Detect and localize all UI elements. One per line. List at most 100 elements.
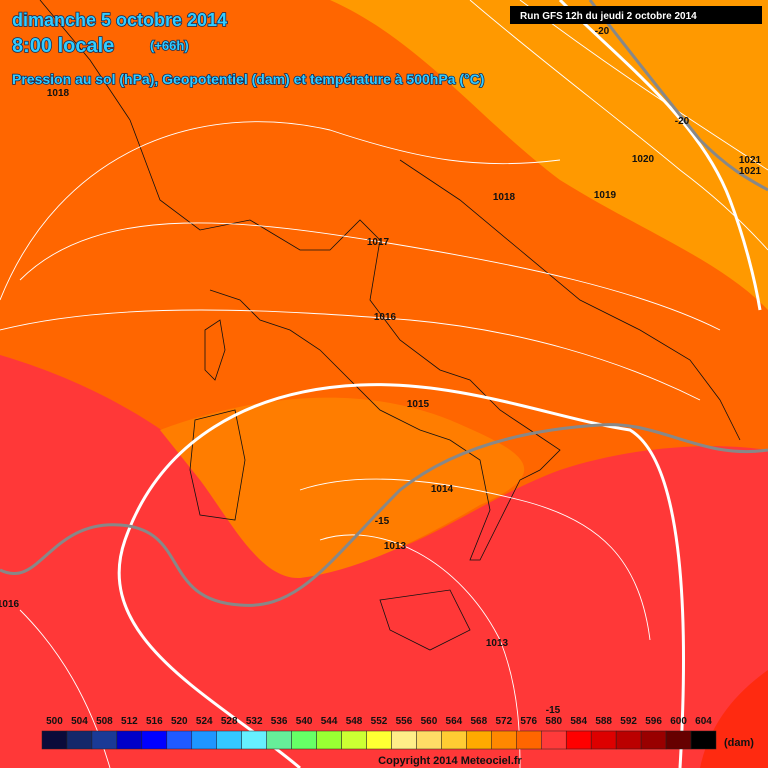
geopotential-line [558,0,762,311]
legend-value: 588 [595,716,612,727]
legend-swatch [690,730,717,750]
field-orange [160,397,525,579]
legend-swatch [491,730,517,750]
legend-swatch [541,730,567,750]
legend-swatch [565,730,592,750]
contour-label: 1021 [739,155,762,166]
legend-swatch [615,730,642,750]
legend-swatch [466,730,492,750]
contour-labels: 1018 1017 1016 1015 1014 1013 1013 1016 1018 1019… [0,26,762,716]
copyright: Copyright 2014 Meteociel.fr [378,755,522,767]
coastline-italy [39,0,561,561]
legend-swatch [291,730,317,750]
legend-value: 600 [670,716,687,727]
isotherms [0,0,768,607]
map-lead: (+66h) [150,38,189,53]
legend-swatch [116,730,143,750]
legend-swatch [191,730,217,750]
contour-label: 1018 [493,192,516,203]
coastline-sicily [379,589,471,651]
legend: 500 504 508 512 516 520 524 528 532 536 540 544 548 5… [41,716,717,750]
map-date: dimanche 5 octobre 2014 [12,10,227,30]
legend-value: 500 [46,716,63,727]
contour-label: 1020 [632,154,655,165]
legend-swatch [216,730,242,750]
legend-swatch [441,730,467,750]
legend-value: 604 [695,716,712,727]
legend-value: 528 [221,716,238,727]
contour-label: 1016 [374,312,397,323]
contour-label: -15 [546,705,561,716]
legend-value: 592 [620,716,637,727]
isotherm [588,0,768,192]
legend-swatch [341,730,367,750]
coastline-corsica [204,319,226,381]
isobar-1015 [117,383,685,770]
legend-swatch [66,730,93,750]
legend-swatch [640,730,667,750]
contour-label: 1017 [367,237,390,248]
legend-value: 512 [121,716,138,727]
legend-value: 580 [545,716,562,727]
contour-label: 1016 [0,599,20,610]
coastline-adriatic [399,159,741,441]
legend-value: 516 [146,716,163,727]
legend-value: 532 [246,716,263,727]
legend-swatch [91,730,118,750]
isobar [319,534,521,769]
legend-swatch [391,730,417,750]
contour-label: 1018 [47,88,70,99]
legend-swatch [590,730,617,750]
legend-value: 536 [271,716,288,727]
legend-value: 544 [321,716,338,727]
legend-value: 576 [520,716,537,727]
contour-label: -20 [675,116,690,127]
legend-swatch [516,730,542,750]
legend-swatch [41,730,68,750]
legend-swatch [416,730,442,750]
legend-value: 548 [346,716,363,727]
legend-value: 556 [396,716,413,727]
field-orange-light [330,0,768,310]
legend-value: 572 [495,716,512,727]
field-red-dark [700,670,768,768]
legend-value: 508 [96,716,113,727]
legend-swatch [316,730,342,750]
contour-label: 1014 [431,484,454,495]
legend-swatch [366,730,392,750]
contour-label: 1013 [384,541,407,552]
legend-value: 504 [71,716,88,727]
legend-value: 596 [645,716,662,727]
map-subtitle: Pression au sol (hPa), Geopotentiel (dam… [12,71,484,87]
legend-swatch [241,730,267,750]
contour-label: 1019 [594,190,617,201]
legend-value: 568 [471,716,488,727]
contour-label: 1013 [486,638,509,649]
legend-swatch [665,730,692,750]
legend-value: 524 [196,716,213,727]
map-time: 8:00 locale [12,35,114,57]
legend-value: 520 [171,716,188,727]
isobar [19,222,721,331]
legend-swatch [266,730,292,750]
run-label: Run GFS 12h du jeudi 2 octobre 2014 [520,11,697,22]
isobar [469,0,768,251]
legend-value: 560 [421,716,438,727]
isobar [0,121,561,301]
legend-value: 564 [446,716,463,727]
isobar [299,478,651,641]
coastline-sardinia [189,409,246,521]
legend-swatch [141,730,168,750]
legend-swatch [166,730,193,750]
legend-value: 540 [296,716,313,727]
contour-label: 1015 [407,399,430,410]
coastlines [39,0,741,651]
legend-unit: (dam) [724,737,754,749]
contour-label: -15 [375,516,390,527]
contour-label: 1021 [739,166,762,177]
isobar [0,309,701,401]
run-box [510,6,762,24]
contour-label: -20 [595,26,610,37]
